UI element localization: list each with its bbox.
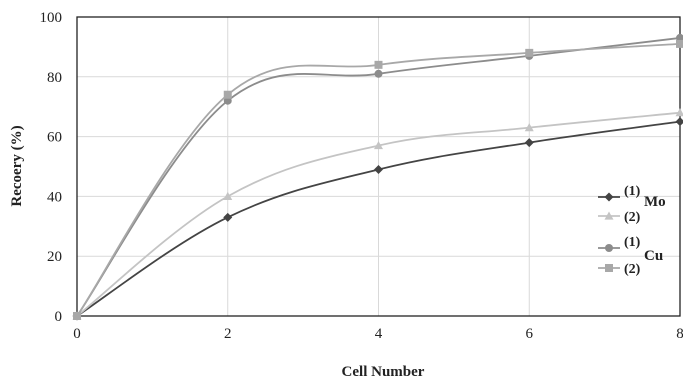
data-point bbox=[676, 39, 683, 48]
data-point bbox=[525, 48, 534, 57]
data-point bbox=[374, 141, 383, 150]
y-tick-label: 80 bbox=[47, 70, 62, 86]
data-point bbox=[524, 138, 534, 148]
axes bbox=[76, 16, 681, 317]
data-point bbox=[675, 117, 683, 127]
x-tick-label: 0 bbox=[73, 326, 81, 342]
y-tick-labels: 0 20 40 60 80 100 bbox=[40, 10, 63, 325]
legend-marker bbox=[605, 244, 613, 252]
data-point bbox=[223, 212, 233, 222]
series-lines bbox=[72, 33, 683, 321]
x-tick-label: 4 bbox=[375, 326, 383, 342]
legend-label: (1) bbox=[624, 184, 641, 199]
x-tick-labels: 0 2 4 6 8 bbox=[73, 326, 683, 342]
legend-marker bbox=[604, 192, 614, 202]
plot-frame bbox=[76, 16, 681, 317]
data-point bbox=[374, 164, 383, 174]
legend-marker bbox=[604, 211, 614, 220]
x-tick-label: 8 bbox=[676, 326, 683, 342]
data-point bbox=[675, 108, 683, 117]
y-tick-label: 60 bbox=[47, 130, 62, 146]
y-tick-label: 100 bbox=[40, 10, 63, 26]
series-line bbox=[76, 43, 681, 317]
y-tick-label: 40 bbox=[47, 189, 62, 205]
x-tick-label: 2 bbox=[224, 326, 232, 342]
y-tick-label: 20 bbox=[47, 249, 62, 265]
legend-label: (2) bbox=[624, 262, 641, 277]
legend-label: (1) bbox=[624, 235, 641, 250]
legend-group-label: Cu bbox=[644, 248, 663, 264]
legend-marker bbox=[605, 264, 613, 272]
data-point bbox=[223, 90, 232, 99]
x-axis-title: Cell Number bbox=[342, 364, 425, 379]
x-tick-label: 6 bbox=[526, 326, 534, 342]
legend-group-label: Mo bbox=[644, 194, 666, 210]
data-point bbox=[374, 69, 383, 78]
data-point bbox=[223, 191, 233, 200]
data-point bbox=[374, 60, 383, 69]
data-point bbox=[73, 312, 81, 320]
legend-label: (2) bbox=[624, 210, 641, 225]
y-tick-label: 0 bbox=[55, 309, 63, 325]
data-point bbox=[524, 123, 534, 132]
y-axis-title: Recoery (%) bbox=[9, 125, 25, 206]
